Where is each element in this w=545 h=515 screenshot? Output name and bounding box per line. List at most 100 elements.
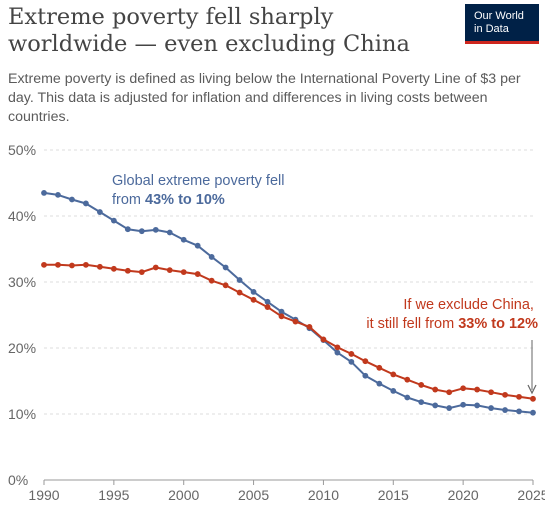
series-layer (41, 190, 536, 416)
data-point-excluding_china (418, 382, 425, 388)
data-point-excluding_china (278, 313, 285, 320)
data-point-excluding_china (208, 277, 215, 284)
y-tick-label: 0% (8, 472, 28, 488)
annotation-global-line2-prefix: from (112, 192, 145, 208)
data-point-excluding_china (474, 386, 481, 393)
data-point-global (166, 229, 173, 236)
data-point-excluding_china (292, 318, 299, 325)
data-point-excluding_china (194, 271, 201, 277)
data-point-excluding_china (376, 364, 383, 371)
data-point-global (250, 289, 257, 295)
data-point-global (474, 402, 481, 409)
x-tick-label: 2015 (378, 487, 409, 503)
y-tick-label: 10% (8, 406, 36, 422)
data-point-excluding_china (306, 323, 313, 330)
annotation-excluding-china: If we exclude China, it still fell from … (366, 297, 538, 332)
annotation-layer: Global extreme poverty fell from 43% to … (112, 173, 538, 395)
data-point-global (530, 409, 536, 416)
data-point-global (404, 394, 411, 401)
data-point-global (432, 402, 439, 409)
data-point-excluding_china (83, 261, 89, 268)
data-point-global (110, 217, 117, 224)
logo-line-1: Our World (474, 10, 524, 22)
data-point-global (334, 349, 341, 356)
data-point-excluding_china (502, 391, 508, 398)
data-point-global (83, 200, 89, 207)
data-point-global (124, 226, 131, 233)
data-point-excluding_china (530, 395, 536, 402)
data-point-global (362, 372, 369, 379)
annotation-excl-line2-bold: 33% to 12% (458, 316, 538, 332)
annotation-excl-line2: it still fell from 33% to 12% (366, 316, 538, 332)
y-tick-label: 30% (8, 274, 36, 290)
x-tick-label: 1995 (98, 487, 129, 503)
data-point-excluding_china (222, 282, 229, 289)
data-point-excluding_china (250, 296, 257, 303)
x-tick-label: 2000 (168, 487, 199, 503)
data-point-excluding_china (124, 267, 131, 274)
data-point-excluding_china (138, 269, 145, 275)
annotation-excl-line2-prefix: it still fell from (366, 316, 458, 332)
data-point-global (488, 405, 494, 411)
data-point-global (194, 242, 201, 249)
data-point-excluding_china (362, 358, 369, 365)
data-point-excluding_china (460, 385, 467, 392)
data-point-excluding_china (110, 265, 117, 272)
data-point-global (264, 298, 271, 305)
owid-logo[interactable]: Our World in Data (465, 4, 539, 44)
annotation-global-line1: Global extreme poverty fell (112, 173, 284, 189)
data-point-excluding_china (334, 344, 341, 351)
data-point-excluding_china (96, 263, 103, 270)
data-point-excluding_china (55, 261, 61, 268)
chart-title: Extreme poverty fell sharply worldwide —… (8, 4, 410, 57)
data-point-global (41, 190, 47, 196)
data-point-global (222, 264, 229, 271)
data-point-global (348, 358, 355, 365)
data-point-excluding_china (152, 264, 159, 271)
x-tick-label: 2010 (308, 487, 339, 503)
annotation-global-line2-bold: 43% to 10% (145, 192, 225, 208)
data-point-excluding_china (432, 386, 439, 393)
data-point-global (96, 209, 103, 215)
data-point-excluding_china (446, 389, 453, 396)
data-point-global (376, 380, 383, 387)
x-tick-label: 2005 (238, 487, 269, 503)
annotation-excl-line1: If we exclude China, (403, 297, 534, 313)
x-tick-label: 2025 (517, 487, 545, 503)
x-tick-label: 1990 (28, 487, 59, 503)
data-point-global (460, 401, 467, 408)
data-point-global (516, 408, 522, 415)
x-axis: 1990 1995 2000 2005 2010 2015 2020 2025 (28, 479, 545, 503)
x-tick-label: 2020 (448, 487, 479, 503)
data-point-global (69, 196, 75, 203)
y-axis: 0% 10% 20% 30% 40% 50% (8, 142, 36, 488)
data-point-global (138, 228, 145, 235)
data-point-global (208, 254, 215, 260)
data-point-excluding_china (69, 262, 75, 269)
data-point-excluding_china (404, 376, 411, 383)
y-tick-label: 50% (8, 142, 36, 158)
data-point-excluding_china (166, 267, 173, 274)
data-point-excluding_china (320, 336, 327, 343)
y-tick-label: 40% (8, 208, 36, 224)
data-point-excluding_china (236, 289, 243, 296)
data-point-excluding_china (348, 351, 355, 357)
data-point-global (236, 277, 243, 283)
y-tick-label: 20% (8, 340, 36, 356)
data-point-excluding_china (390, 371, 397, 378)
data-point-global (418, 399, 425, 406)
data-point-excluding_china (264, 304, 271, 310)
data-point-global (180, 236, 187, 243)
logo-line-2: in Data (474, 23, 509, 35)
data-point-excluding_china (516, 393, 522, 400)
data-point-global (55, 191, 61, 198)
annotation-global: Global extreme poverty fell from 43% to … (112, 173, 289, 208)
data-point-global (502, 407, 508, 413)
data-point-global (446, 405, 453, 411)
data-point-global (152, 226, 159, 233)
data-point-excluding_china (180, 269, 187, 275)
chart-subtitle: Extreme poverty is defined as living bel… (8, 71, 521, 125)
data-point-global (278, 308, 285, 315)
data-point-excluding_china (41, 261, 47, 268)
